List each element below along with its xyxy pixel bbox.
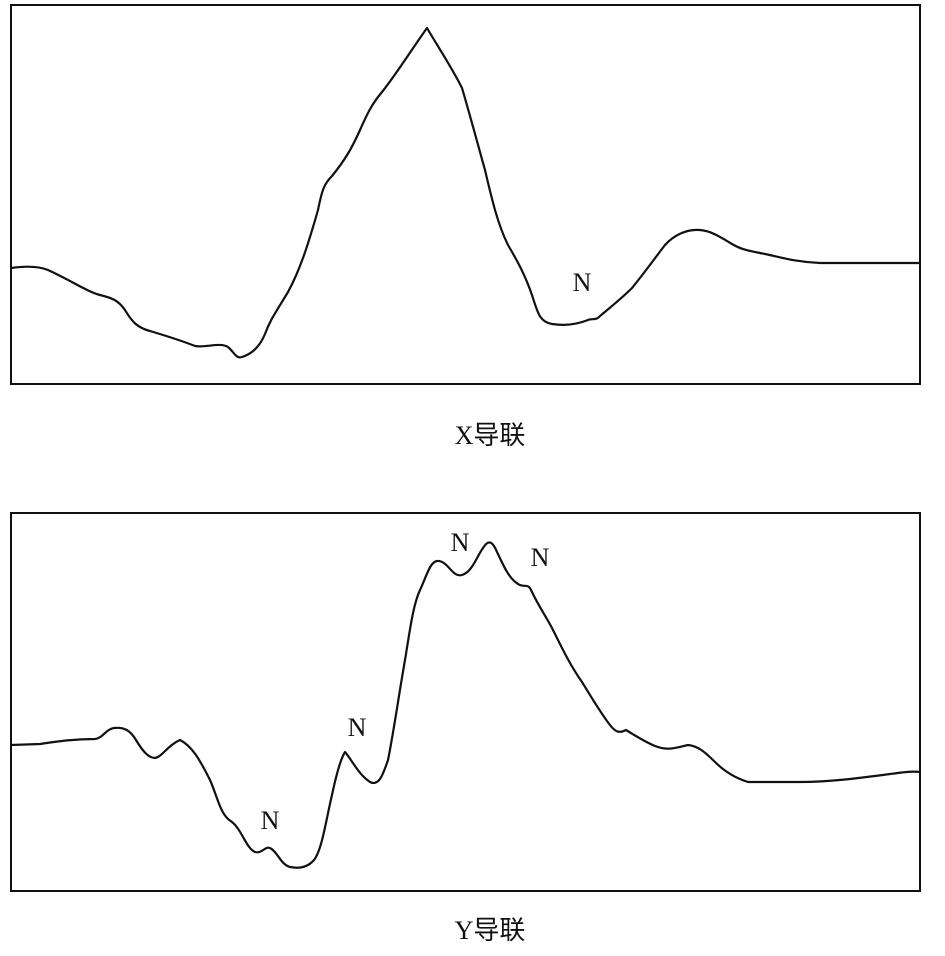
annotation: N [573, 268, 592, 297]
annotation: N [531, 543, 550, 572]
panel-frame [10, 4, 921, 385]
waveform [9, 541, 922, 869]
annotation: N [261, 806, 280, 835]
annotation: N [348, 713, 367, 742]
y-lead-panel: N N N N [9, 512, 922, 892]
annotation: N [451, 528, 470, 557]
panel-frame [10, 512, 921, 892]
caption: Y导联 [455, 916, 526, 945]
waveform [9, 26, 922, 359]
caption: X导联 [455, 421, 526, 450]
x-lead-panel: N [9, 4, 922, 385]
